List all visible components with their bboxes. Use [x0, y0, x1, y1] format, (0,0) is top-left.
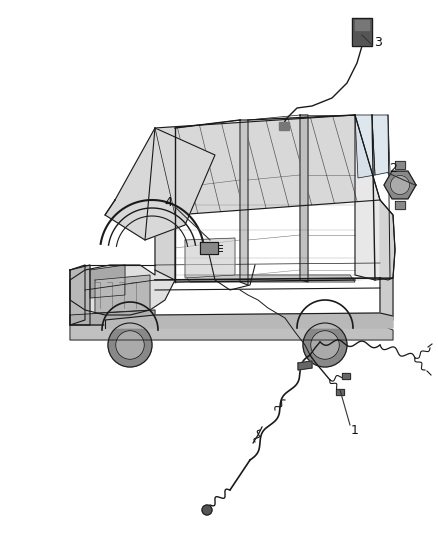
Text: 3: 3 — [374, 36, 382, 49]
Polygon shape — [200, 242, 218, 254]
Polygon shape — [70, 265, 90, 325]
Polygon shape — [395, 161, 405, 169]
Circle shape — [303, 323, 347, 367]
Polygon shape — [355, 115, 395, 280]
Polygon shape — [342, 373, 350, 379]
Circle shape — [116, 330, 144, 359]
Circle shape — [202, 505, 212, 515]
Polygon shape — [90, 265, 125, 298]
Polygon shape — [279, 122, 289, 130]
Polygon shape — [395, 201, 405, 209]
Polygon shape — [380, 200, 395, 280]
Polygon shape — [355, 115, 375, 178]
Polygon shape — [352, 18, 372, 46]
Polygon shape — [185, 275, 355, 282]
Polygon shape — [155, 115, 380, 215]
Polygon shape — [298, 361, 312, 370]
Polygon shape — [300, 115, 308, 282]
Text: 2: 2 — [389, 161, 397, 174]
Polygon shape — [355, 20, 369, 30]
Polygon shape — [240, 120, 248, 285]
Polygon shape — [384, 171, 416, 199]
Polygon shape — [336, 389, 344, 395]
Circle shape — [108, 323, 152, 367]
Circle shape — [390, 175, 410, 195]
Polygon shape — [155, 128, 175, 280]
Polygon shape — [372, 115, 390, 175]
Polygon shape — [70, 265, 85, 325]
Polygon shape — [155, 270, 380, 280]
Polygon shape — [95, 275, 150, 313]
Polygon shape — [380, 278, 393, 325]
Text: 4: 4 — [164, 196, 172, 208]
Text: 1: 1 — [351, 424, 359, 437]
Polygon shape — [105, 313, 393, 328]
Circle shape — [311, 330, 339, 359]
Polygon shape — [70, 310, 155, 325]
Polygon shape — [105, 128, 215, 240]
Polygon shape — [185, 238, 235, 278]
Polygon shape — [70, 128, 175, 315]
Polygon shape — [70, 325, 393, 340]
